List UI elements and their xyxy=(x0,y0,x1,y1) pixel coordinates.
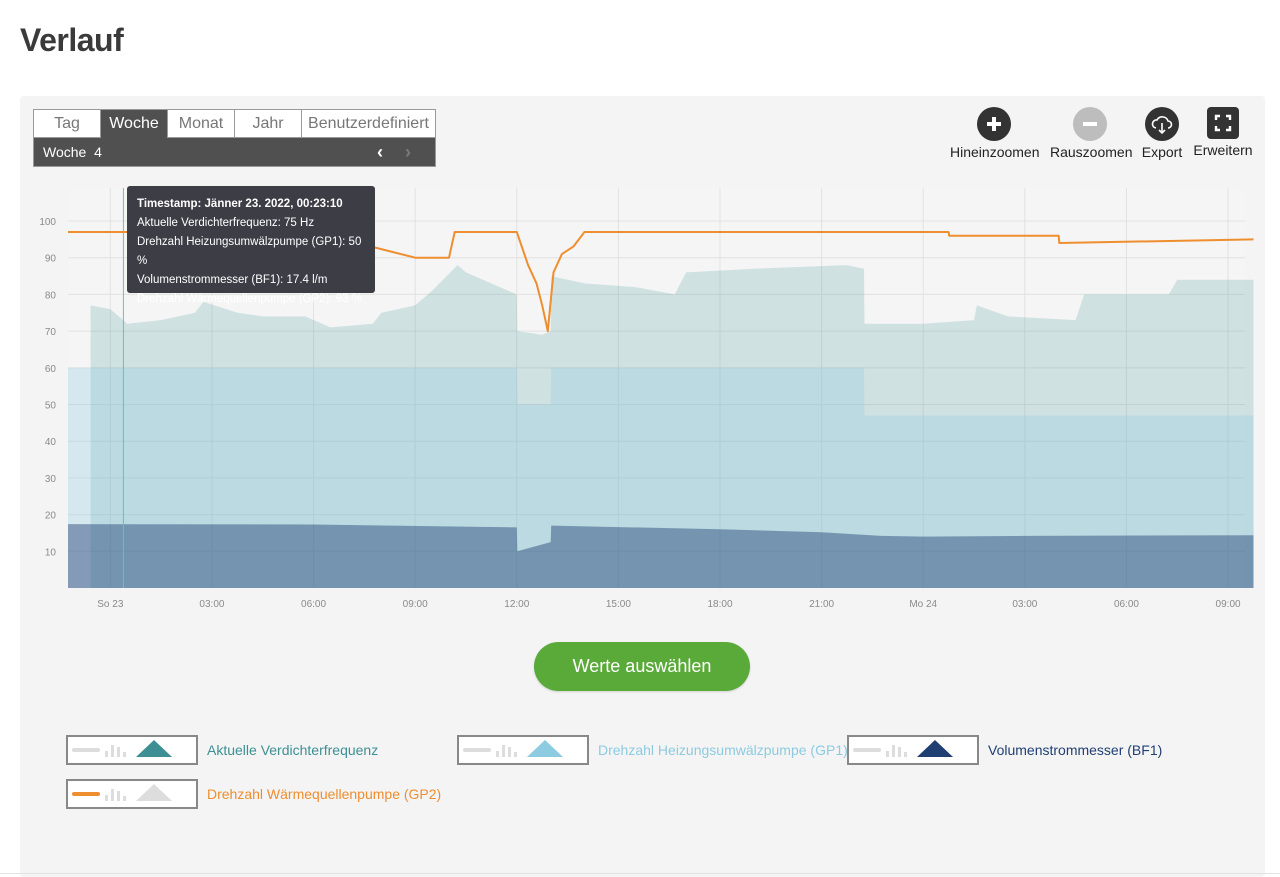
tooltip-line: Aktuelle Verdichterfrequenz: 75 Hz xyxy=(137,217,315,229)
tooltip-title: Timestamp: Jänner 23. 2022, 00:23:10 xyxy=(137,198,343,210)
zoom-out-label: Rauszoomen xyxy=(1050,144,1133,160)
select-values-button[interactable]: Werte auswählen xyxy=(534,642,750,691)
x-tick-label: So 23 xyxy=(97,599,124,610)
export-button[interactable]: Export xyxy=(1141,107,1183,160)
x-tick-label: 12:00 xyxy=(504,599,529,610)
x-tick-label: 06:00 xyxy=(301,599,326,610)
cloud-download-icon xyxy=(1145,107,1179,141)
current-period: Woche 4 xyxy=(43,144,102,160)
series-area xyxy=(68,524,1254,588)
y-tick-label: 30 xyxy=(45,474,57,485)
y-tick-label: 60 xyxy=(45,364,57,375)
expand-button[interactable]: Erweitern xyxy=(1193,107,1253,158)
chevron-right-icon[interactable]: › xyxy=(405,142,411,162)
y-tick-label: 50 xyxy=(45,401,57,412)
zoom-out-button[interactable]: Rauszoomen xyxy=(1050,107,1133,160)
y-tick-label: 40 xyxy=(45,437,57,448)
fullscreen-icon xyxy=(1207,107,1239,139)
tab-jahr[interactable]: Jahr xyxy=(235,110,302,138)
y-tick-label: 90 xyxy=(45,254,57,265)
chart-tooltip: Timestamp: Jänner 23. 2022, 00:23:10 Akt… xyxy=(127,186,375,305)
x-tick-label: 09:00 xyxy=(1216,599,1241,610)
export-label: Export xyxy=(1141,144,1183,160)
legend-label: Drehzahl Wärmequellenpumpe (GP2) xyxy=(207,786,442,802)
tooltip-line: Drehzahl Wärmequellenpumpe (GP2): 93 % xyxy=(137,293,362,305)
area-chart-icon xyxy=(457,735,589,765)
area-chart-icon xyxy=(847,735,979,765)
y-tick-label: 20 xyxy=(45,511,57,522)
legend-item-volumenstrommesser[interactable]: Volumenstrommesser (BF1) xyxy=(847,735,1162,765)
area-chart-icon xyxy=(66,735,198,765)
x-tick-label: 15:00 xyxy=(606,599,631,610)
x-tick-label: 03:00 xyxy=(1012,599,1037,610)
period-selector: Tag Woche Monat Jahr Benutzerdefiniert W… xyxy=(33,109,436,167)
tab-monat[interactable]: Monat xyxy=(168,110,235,138)
tooltip-line: Drehzahl Heizungsumwälzpumpe (GP1): 50 % xyxy=(137,236,362,267)
minus-icon xyxy=(1073,107,1107,141)
tab-woche[interactable]: Woche xyxy=(101,110,168,138)
series-area xyxy=(68,367,1254,588)
y-tick-label: 80 xyxy=(45,290,57,301)
line-chart-icon xyxy=(66,779,198,809)
y-tick-label: 10 xyxy=(45,547,57,558)
plus-icon xyxy=(977,107,1011,141)
legend-item-heizungsumwaelzpumpe[interactable]: Drehzahl Heizungsumwälzpumpe (GP1) xyxy=(457,735,848,765)
legend-item-waermequellenpumpe[interactable]: Drehzahl Wärmequellenpumpe (GP2) xyxy=(66,779,441,809)
x-tick-label: 21:00 xyxy=(809,599,834,610)
legend-item-verdichterfrequenz[interactable]: Aktuelle Verdichterfrequenz xyxy=(66,735,378,765)
x-tick-label: 06:00 xyxy=(1114,599,1139,610)
divider xyxy=(0,873,1280,874)
series-line xyxy=(68,231,1254,333)
y-tick-label: 70 xyxy=(45,327,57,338)
period-tabs: Tag Woche Monat Jahr Benutzerdefiniert xyxy=(34,110,435,138)
zoom-in-label: Hineinzoomen xyxy=(950,144,1040,160)
x-tick-label: 03:00 xyxy=(199,599,224,610)
x-tick-label: 09:00 xyxy=(403,599,428,610)
expand-label: Erweitern xyxy=(1193,142,1253,158)
legend-label: Drehzahl Heizungsumwälzpumpe (GP1) xyxy=(598,742,848,758)
x-tick-label: 18:00 xyxy=(707,599,732,610)
zoom-in-button[interactable]: Hineinzoomen xyxy=(950,107,1040,160)
tab-tag[interactable]: Tag xyxy=(34,110,101,138)
period-navigation: Woche 4 ‹ › xyxy=(34,138,435,166)
legend-label: Aktuelle Verdichterfrequenz xyxy=(207,742,379,758)
x-tick-label: Mo 24 xyxy=(909,599,937,610)
y-tick-label: 100 xyxy=(39,217,56,228)
series-area xyxy=(90,265,1254,588)
legend-label: Volumenstrommesser (BF1) xyxy=(988,742,1163,758)
page-title: Verlauf xyxy=(20,22,124,58)
tab-benutzerdefiniert[interactable]: Benutzerdefiniert xyxy=(308,115,429,132)
chevron-left-icon[interactable]: ‹ xyxy=(377,142,383,162)
tooltip-line: Volumenstrommesser (BF1): 17.4 l/m xyxy=(137,274,328,286)
